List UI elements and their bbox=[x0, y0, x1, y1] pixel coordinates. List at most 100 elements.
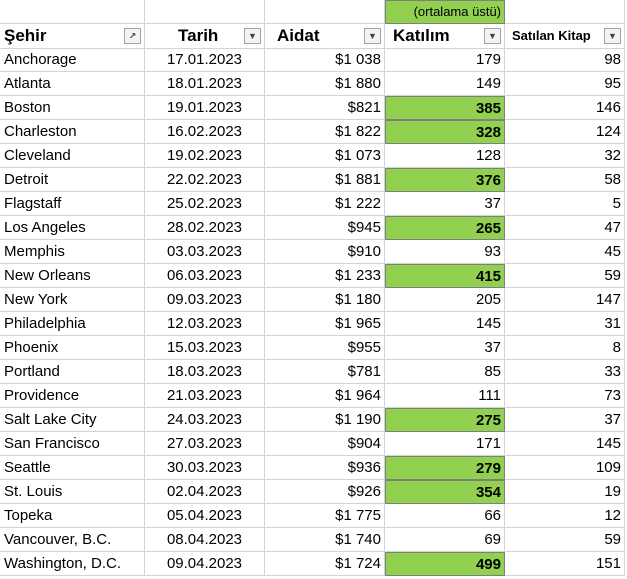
attendance-cell[interactable]: 385 bbox=[385, 96, 505, 120]
date-cell[interactable]: 19.01.2023 bbox=[145, 96, 265, 120]
city-cell[interactable]: Memphis bbox=[0, 240, 145, 264]
attendance-cell[interactable]: 85 bbox=[385, 360, 505, 384]
attendance-cell[interactable]: 328 bbox=[385, 120, 505, 144]
empty-cell[interactable] bbox=[505, 0, 625, 24]
attendance-cell[interactable]: 37 bbox=[385, 192, 505, 216]
date-cell[interactable]: 17.01.2023 bbox=[145, 48, 265, 72]
city-cell[interactable]: St. Louis bbox=[0, 480, 145, 504]
sort-filter-icon[interactable]: ↗︎ bbox=[124, 28, 141, 44]
header-date[interactable]: Tarih ▼ bbox=[145, 24, 265, 49]
attendance-cell[interactable]: 275 bbox=[385, 408, 505, 432]
city-cell[interactable]: Boston bbox=[0, 96, 145, 120]
date-cell[interactable]: 08.04.2023 bbox=[145, 528, 265, 552]
books-cell[interactable]: 8 bbox=[505, 336, 625, 360]
fee-cell[interactable]: $1 180 bbox=[265, 288, 385, 312]
books-cell[interactable]: 47 bbox=[505, 216, 625, 240]
attendance-cell[interactable]: 128 bbox=[385, 144, 505, 168]
attendance-cell[interactable]: 93 bbox=[385, 240, 505, 264]
city-cell[interactable]: New York bbox=[0, 288, 145, 312]
date-cell[interactable]: 09.03.2023 bbox=[145, 288, 265, 312]
books-cell[interactable]: 32 bbox=[505, 144, 625, 168]
attendance-cell[interactable]: 205 bbox=[385, 288, 505, 312]
date-cell[interactable]: 27.03.2023 bbox=[145, 432, 265, 456]
books-cell[interactable]: 45 bbox=[505, 240, 625, 264]
city-cell[interactable]: Salt Lake City bbox=[0, 408, 145, 432]
date-cell[interactable]: 28.02.2023 bbox=[145, 216, 265, 240]
date-cell[interactable]: 21.03.2023 bbox=[145, 384, 265, 408]
attendance-cell[interactable]: 265 bbox=[385, 216, 505, 240]
fee-cell[interactable]: $1 073 bbox=[265, 144, 385, 168]
date-cell[interactable]: 22.02.2023 bbox=[145, 168, 265, 192]
books-cell[interactable]: 95 bbox=[505, 72, 625, 96]
city-cell[interactable]: Atlanta bbox=[0, 72, 145, 96]
fee-cell[interactable]: $1 964 bbox=[265, 384, 385, 408]
attendance-cell[interactable]: 376 bbox=[385, 168, 505, 192]
books-cell[interactable]: 58 bbox=[505, 168, 625, 192]
empty-cell[interactable] bbox=[145, 0, 265, 24]
fee-cell[interactable]: $1 190 bbox=[265, 408, 385, 432]
fee-cell[interactable]: $1 775 bbox=[265, 504, 385, 528]
date-cell[interactable]: 19.02.2023 bbox=[145, 144, 265, 168]
books-cell[interactable]: 151 bbox=[505, 552, 625, 576]
date-cell[interactable]: 06.03.2023 bbox=[145, 264, 265, 288]
date-cell[interactable]: 03.03.2023 bbox=[145, 240, 265, 264]
date-cell[interactable]: 30.03.2023 bbox=[145, 456, 265, 480]
header-city[interactable]: Şehir ↗︎ bbox=[0, 24, 145, 49]
books-cell[interactable]: 145 bbox=[505, 432, 625, 456]
fee-cell[interactable]: $904 bbox=[265, 432, 385, 456]
city-cell[interactable]: Philadelphia bbox=[0, 312, 145, 336]
fee-cell[interactable]: $945 bbox=[265, 216, 385, 240]
books-cell[interactable]: 59 bbox=[505, 528, 625, 552]
date-cell[interactable]: 18.01.2023 bbox=[145, 72, 265, 96]
attendance-cell[interactable]: 66 bbox=[385, 504, 505, 528]
books-cell[interactable]: 59 bbox=[505, 264, 625, 288]
attendance-cell[interactable]: 499 bbox=[385, 552, 505, 576]
books-cell[interactable]: 73 bbox=[505, 384, 625, 408]
header-fee[interactable]: Aidat ▼ bbox=[265, 24, 385, 49]
date-cell[interactable]: 09.04.2023 bbox=[145, 552, 265, 576]
books-cell[interactable]: 12 bbox=[505, 504, 625, 528]
attendance-cell[interactable]: 37 bbox=[385, 336, 505, 360]
city-cell[interactable]: San Francisco bbox=[0, 432, 145, 456]
books-cell[interactable]: 19 bbox=[505, 480, 625, 504]
fee-cell[interactable]: $910 bbox=[265, 240, 385, 264]
empty-cell[interactable] bbox=[0, 0, 145, 24]
date-cell[interactable]: 02.04.2023 bbox=[145, 480, 265, 504]
city-cell[interactable]: Providence bbox=[0, 384, 145, 408]
attendance-cell[interactable]: 149 bbox=[385, 72, 505, 96]
books-cell[interactable]: 98 bbox=[505, 48, 625, 72]
fee-cell[interactable]: $1 740 bbox=[265, 528, 385, 552]
city-cell[interactable]: Seattle bbox=[0, 456, 145, 480]
dropdown-arrow-icon[interactable]: ▼ bbox=[364, 28, 381, 44]
attendance-cell[interactable]: 171 bbox=[385, 432, 505, 456]
city-cell[interactable]: Detroit bbox=[0, 168, 145, 192]
fee-cell[interactable]: $781 bbox=[265, 360, 385, 384]
date-cell[interactable]: 05.04.2023 bbox=[145, 504, 265, 528]
attendance-cell[interactable]: 179 bbox=[385, 48, 505, 72]
city-cell[interactable]: Phoenix bbox=[0, 336, 145, 360]
city-cell[interactable]: Anchorage bbox=[0, 48, 145, 72]
header-books[interactable]: Satılan Kitap ▼ bbox=[505, 24, 625, 49]
empty-cell[interactable] bbox=[265, 0, 385, 24]
books-cell[interactable]: 146 bbox=[505, 96, 625, 120]
date-cell[interactable]: 25.02.2023 bbox=[145, 192, 265, 216]
books-cell[interactable]: 31 bbox=[505, 312, 625, 336]
city-cell[interactable]: Charleston bbox=[0, 120, 145, 144]
fee-cell[interactable]: $1 724 bbox=[265, 552, 385, 576]
dropdown-arrow-icon[interactable]: ▼ bbox=[604, 28, 621, 44]
above-average-note[interactable]: (ortalama üstü) bbox=[385, 0, 505, 24]
books-cell[interactable]: 5 bbox=[505, 192, 625, 216]
city-cell[interactable]: Los Angeles bbox=[0, 216, 145, 240]
fee-cell[interactable]: $1 881 bbox=[265, 168, 385, 192]
books-cell[interactable]: 33 bbox=[505, 360, 625, 384]
date-cell[interactable]: 15.03.2023 bbox=[145, 336, 265, 360]
fee-cell[interactable]: $955 bbox=[265, 336, 385, 360]
fee-cell[interactable]: $1 880 bbox=[265, 72, 385, 96]
city-cell[interactable]: Cleveland bbox=[0, 144, 145, 168]
attendance-cell[interactable]: 111 bbox=[385, 384, 505, 408]
date-cell[interactable]: 16.02.2023 bbox=[145, 120, 265, 144]
dropdown-arrow-icon[interactable]: ▼ bbox=[484, 28, 501, 44]
attendance-cell[interactable]: 279 bbox=[385, 456, 505, 480]
fee-cell[interactable]: $1 822 bbox=[265, 120, 385, 144]
